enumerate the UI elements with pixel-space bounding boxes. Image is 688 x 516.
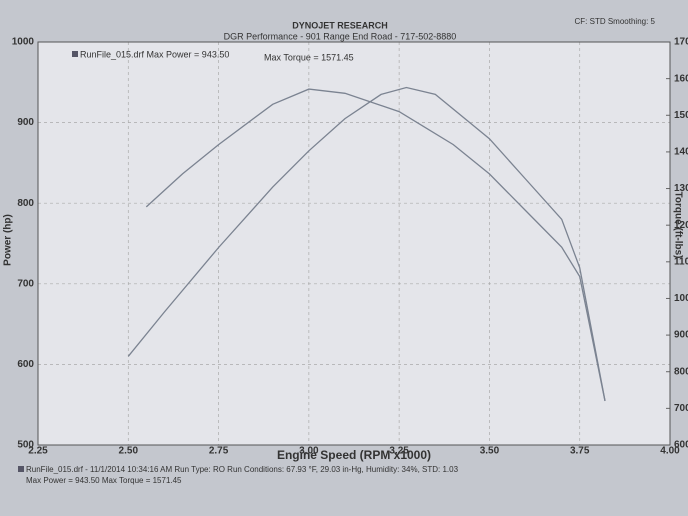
y2-tick-label: 1100: [674, 256, 688, 267]
footer-line: Max Power = 943.50 Max Torque = 1571.45: [26, 476, 182, 485]
plot-frame: [37, 41, 671, 446]
x-tick-label: 3.50: [480, 446, 500, 457]
y2-tick-label: 800: [674, 366, 688, 377]
legend-swatch: [72, 51, 78, 57]
x-tick-label: 2.75: [209, 446, 229, 457]
y2-tick-label: 1500: [674, 110, 688, 121]
series-line: [145, 88, 606, 402]
y-tick-label: 900: [17, 117, 34, 128]
plot-area: [38, 42, 670, 445]
y-tick-label: 600: [17, 359, 34, 370]
y2-tick-label: 1300: [674, 183, 688, 194]
y-tick-label: 700: [17, 278, 34, 289]
x-tick-label: 2.25: [28, 446, 48, 457]
series-line: [127, 86, 606, 401]
legend-entry: Max Torque = 1571.45: [264, 52, 354, 62]
footer-swatch: [18, 466, 24, 472]
x-tick-label: 4.00: [660, 446, 680, 457]
x-tick-label: 3.00: [299, 446, 319, 457]
chart-subtitle: DGR Performance - 901 Range End Road - 7…: [224, 31, 457, 41]
y-tick-label: 800: [17, 198, 34, 209]
x-tick-label: 3.25: [389, 446, 409, 457]
x-tick-label: 3.75: [570, 446, 590, 457]
y2-tick-label: 1400: [674, 147, 688, 158]
y2-axis-label: Torque (ft-lbs): [672, 191, 683, 258]
x-tick-label: 2.50: [119, 446, 139, 457]
footer-line: RunFile_015.drf - 11/1/2014 10:34:16 AM …: [26, 465, 459, 474]
y2-tick-label: 900: [674, 330, 688, 341]
y2-tick-label: 1200: [674, 220, 688, 231]
y-tick-label: 1000: [12, 37, 35, 48]
chart-title: DYNOJET RESEARCH: [292, 20, 388, 30]
y2-tick-label: 700: [674, 403, 688, 414]
settings: CF: STD Smoothing: 5: [575, 17, 656, 26]
y2-tick-label: 1000: [674, 293, 688, 304]
y-axis-label: Power (hp): [3, 214, 14, 266]
y2-tick-label: 1600: [674, 73, 688, 84]
x-axis-label: Engine Speed (RPM x1000): [277, 448, 431, 462]
y2-tick-label: 1700: [674, 37, 688, 48]
y-tick-label: 500: [17, 440, 34, 451]
legend-entry: RunFile_015.drf Max Power = 943.50: [80, 49, 229, 59]
y2-tick-label: 600: [674, 440, 688, 451]
